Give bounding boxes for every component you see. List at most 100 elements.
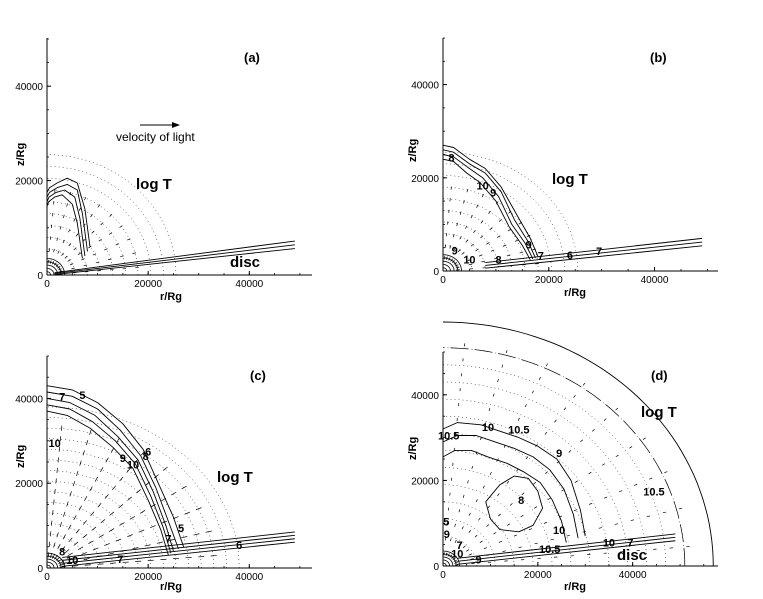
- contour-label: 9: [526, 240, 532, 252]
- velocity-vector: [534, 506, 538, 509]
- velocity-vector: [136, 489, 141, 494]
- velocity-vector: [598, 527, 603, 529]
- velocity-vector: [468, 530, 472, 533]
- dotted-contour: [442, 198, 526, 272]
- velocity-vector: [566, 534, 570, 537]
- velocity-vector: [205, 530, 212, 533]
- velocity-vector: [478, 517, 481, 521]
- velocity-vector: [127, 238, 131, 241]
- disc-line: [54, 248, 295, 275]
- velocity-vector: [109, 511, 115, 516]
- y-tick-label: 20000: [411, 174, 439, 185]
- disc-line: [62, 541, 295, 567]
- velocity-vector: [468, 553, 472, 556]
- x-tick-label: 40000: [235, 279, 263, 290]
- velocity-vector: [482, 485, 485, 489]
- contour-label: 8: [518, 495, 524, 507]
- dotted-contour: [442, 535, 477, 567]
- velocity-vector: [486, 524, 490, 527]
- velocity-vector: [463, 200, 465, 204]
- velocity-vector: [520, 514, 524, 518]
- velocity-vector: [479, 540, 483, 543]
- velocity-vector: [509, 503, 513, 506]
- x-tick-label: 40000: [641, 275, 669, 286]
- velocity-vector: [513, 534, 518, 537]
- velocity-vector: [85, 440, 89, 446]
- velocity-vector: [502, 244, 507, 247]
- contour-label: 10: [66, 555, 78, 567]
- velocity-vector: [544, 431, 548, 435]
- contour-label: 8: [448, 152, 454, 164]
- velocity-vector: [66, 203, 68, 207]
- contour-line: [442, 154, 534, 260]
- velocity-vector: [634, 483, 638, 486]
- velocity-vector: [49, 531, 52, 537]
- velocity-vector: [481, 260, 485, 263]
- velocity-vector: [642, 437, 646, 440]
- contour-line: [46, 189, 86, 257]
- velocity-vector: [473, 229, 476, 234]
- velocity-vector: [104, 248, 108, 251]
- velocity-vector: [112, 485, 117, 491]
- velocity-vector: [90, 214, 93, 218]
- x-axis-label: r/Rg: [564, 581, 586, 593]
- velocity-vector: [490, 249, 495, 252]
- velocity-vector: [48, 541, 51, 547]
- velocity-vector: [105, 457, 109, 463]
- velocity-vector: [545, 471, 548, 474]
- velocity-vector: [68, 524, 72, 530]
- velocity-vector: [475, 451, 478, 455]
- x-tick-label: 20000: [524, 570, 552, 581]
- velocity-vector: [68, 229, 71, 233]
- disc-line: [457, 540, 676, 565]
- velocity-vector: [138, 529, 145, 533]
- contour-label: 10.5: [539, 544, 560, 556]
- velocity-vector: [119, 225, 123, 228]
- velocity-vector: [75, 233, 79, 237]
- velocity-vector: [163, 466, 168, 471]
- x-tick-label: 20000: [134, 572, 162, 583]
- annotation-logt: log T: [641, 404, 677, 421]
- velocity-vector: [498, 540, 503, 543]
- velocity-vector: [486, 242, 490, 245]
- core-contour: [47, 558, 58, 568]
- velocity-vector: [100, 222, 104, 226]
- x-tick-label: 0: [440, 570, 446, 581]
- annotation-logt: log T: [217, 469, 253, 486]
- contour-line: [485, 475, 544, 533]
- velocity-vector: [184, 511, 191, 515]
- velocity-vector: [534, 542, 538, 545]
- velocity-vector: [470, 558, 474, 560]
- disc-line: [54, 240, 295, 274]
- contour-label: 7: [59, 392, 65, 404]
- velocity-vector: [481, 193, 484, 198]
- contour-label: 6: [567, 250, 573, 262]
- dotted-contour: [46, 166, 164, 276]
- disc-line: [485, 237, 703, 264]
- velocity-vector: [521, 492, 525, 496]
- velocity-vector: [502, 550, 506, 552]
- velocity-vector: [73, 218, 76, 222]
- core-contour: [443, 559, 450, 566]
- velocity-vector: [454, 523, 456, 527]
- y-axis-label: z/Rg: [15, 445, 27, 468]
- velocity-vector: [452, 233, 455, 238]
- y-axis-label: z/Rg: [407, 139, 419, 162]
- contour-label: 7: [165, 534, 171, 546]
- disc-line: [62, 531, 295, 558]
- velocity-vector: [563, 407, 567, 411]
- velocity-vector: [588, 471, 592, 475]
- y-tick-label: 0: [433, 267, 439, 278]
- velocity-vector: [126, 468, 131, 473]
- velocity-vector: [91, 230, 95, 234]
- velocity-vector: [75, 528, 80, 534]
- velocity-vector: [55, 478, 57, 484]
- velocity-vector: [119, 522, 125, 526]
- panel-a: (a) log T disc velocity of light r/Rg z/…: [15, 38, 312, 303]
- velocity-vector: [81, 258, 85, 261]
- velocity-vector: [496, 235, 501, 238]
- y-tick-label: 20000: [15, 479, 43, 490]
- annotation-disc: disc: [230, 254, 260, 271]
- velocity-vector: [604, 496, 608, 499]
- dotted-contour: [442, 398, 629, 567]
